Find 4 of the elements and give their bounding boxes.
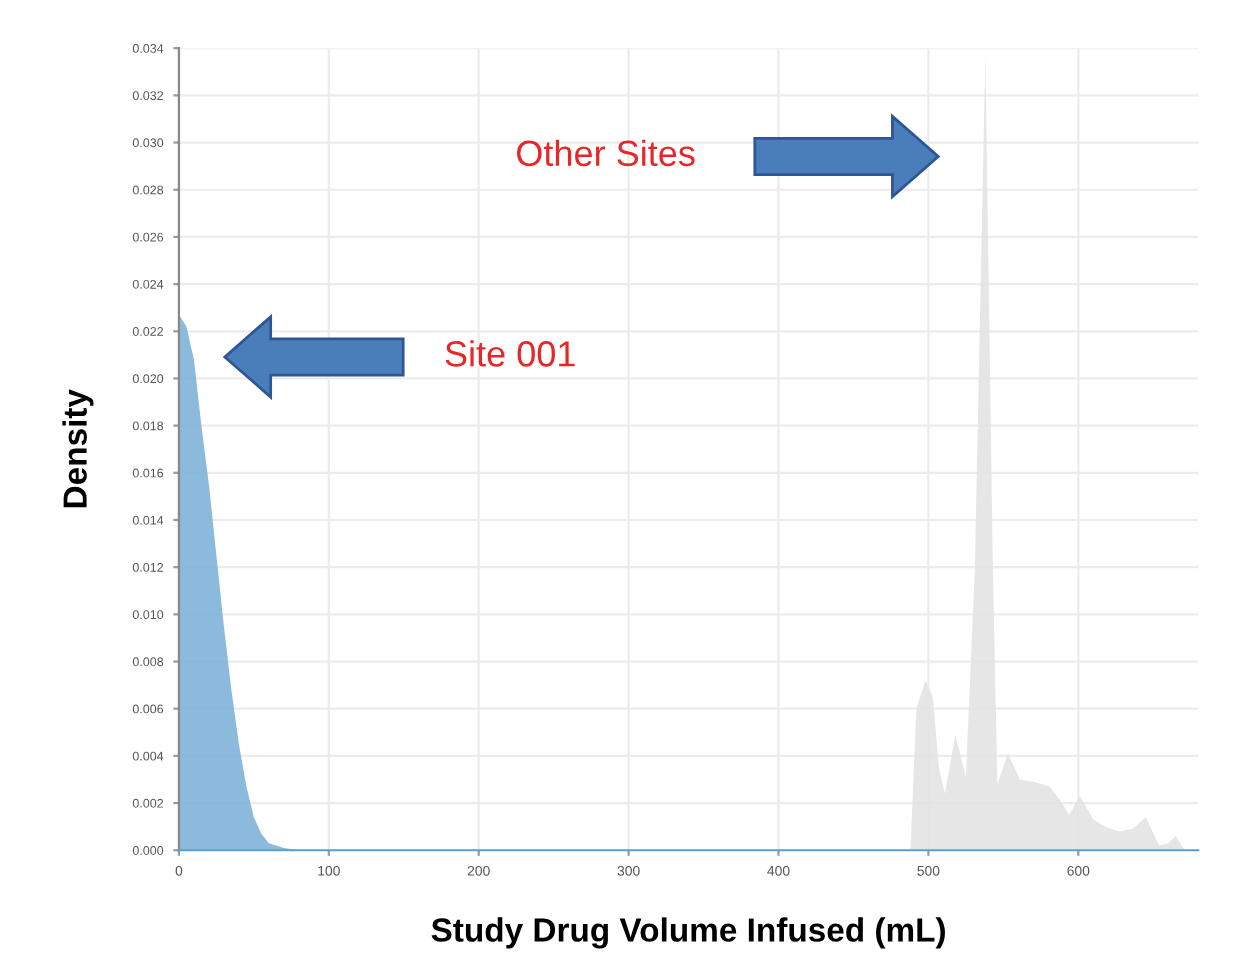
y-axis-title: Density bbox=[62, 389, 94, 508]
x-axis-title: Study Drug Volume Infused (mL) bbox=[431, 917, 945, 949]
annotation: Site 001 bbox=[445, 340, 575, 367]
annotation: Other Sites bbox=[517, 139, 695, 167]
